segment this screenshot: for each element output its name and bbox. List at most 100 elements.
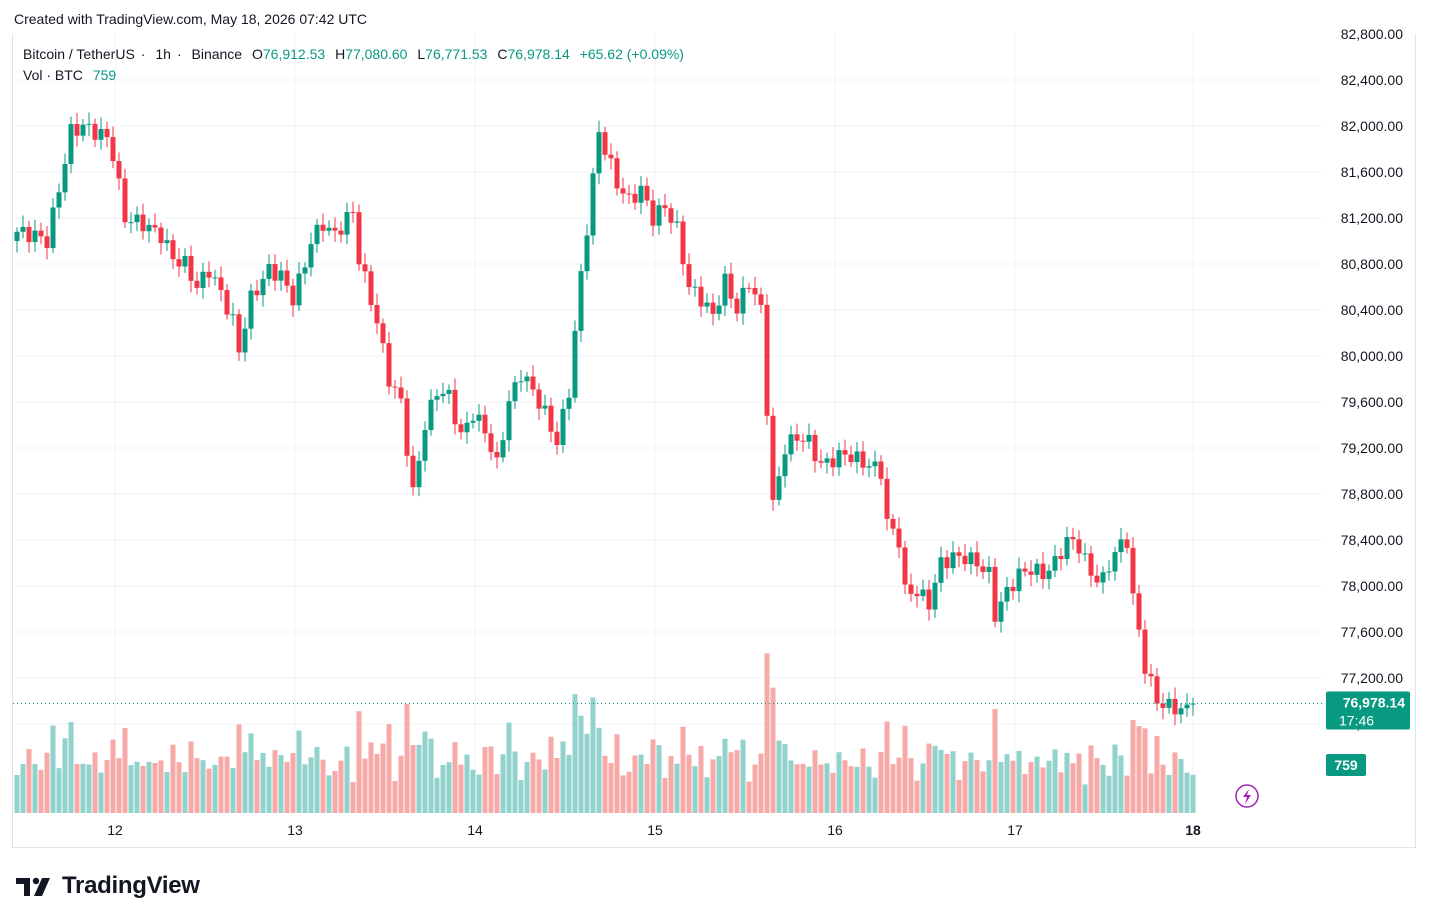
candle-body[interactable]: [752, 288, 758, 295]
candle-body[interactable]: [1064, 537, 1070, 560]
candle-body[interactable]: [110, 137, 116, 162]
candle-body[interactable]: [1172, 698, 1178, 715]
candle-body[interactable]: [1058, 555, 1064, 560]
candle-body[interactable]: [248, 290, 254, 329]
candle-body[interactable]: [896, 528, 902, 548]
candle-body[interactable]: [776, 476, 782, 500]
candle-body[interactable]: [74, 124, 80, 136]
candle-body[interactable]: [422, 430, 428, 461]
candle-body[interactable]: [554, 431, 560, 445]
candle-body[interactable]: [272, 264, 278, 281]
candle-body[interactable]: [662, 205, 668, 209]
candle-body[interactable]: [218, 277, 224, 291]
candle-body[interactable]: [140, 214, 146, 232]
symbol-name[interactable]: Bitcoin / TetherUS: [23, 46, 135, 62]
candle-body[interactable]: [164, 240, 170, 244]
candle-body[interactable]: [392, 386, 398, 388]
candle-body[interactable]: [614, 158, 620, 189]
candle-body[interactable]: [518, 381, 524, 383]
candle-body[interactable]: [350, 212, 356, 214]
candle-body[interactable]: [950, 552, 956, 569]
candle-body[interactable]: [536, 389, 542, 409]
candle-body[interactable]: [626, 193, 632, 195]
candle-body[interactable]: [176, 259, 182, 267]
candle-body[interactable]: [308, 244, 314, 268]
candle-body[interactable]: [92, 123, 98, 140]
candle-body[interactable]: [1040, 563, 1046, 580]
candle-body[interactable]: [866, 466, 872, 468]
candle-body[interactable]: [764, 304, 770, 416]
candle-body[interactable]: [998, 601, 1004, 622]
candle-body[interactable]: [692, 286, 698, 288]
candle-body[interactable]: [428, 399, 434, 431]
candle-body[interactable]: [578, 271, 584, 331]
candle-body[interactable]: [50, 207, 56, 249]
candle-body[interactable]: [134, 214, 140, 223]
candle-body[interactable]: [650, 200, 656, 226]
candle-body[interactable]: [902, 547, 908, 585]
candle-body[interactable]: [38, 230, 44, 237]
candle-body[interactable]: [992, 566, 998, 622]
candle-body[interactable]: [1082, 553, 1088, 555]
candle-body[interactable]: [602, 132, 608, 155]
candle-body[interactable]: [506, 401, 512, 441]
candle-body[interactable]: [608, 154, 614, 159]
candle-body[interactable]: [242, 328, 248, 353]
candle-body[interactable]: [704, 302, 710, 307]
candle-body[interactable]: [794, 434, 800, 441]
candle-body[interactable]: [548, 405, 554, 432]
candle-body[interactable]: [260, 278, 266, 296]
candle-body[interactable]: [1016, 568, 1022, 592]
candle-body[interactable]: [80, 124, 86, 136]
candle-body[interactable]: [266, 264, 272, 279]
candle-body[interactable]: [1088, 553, 1094, 576]
candle-body[interactable]: [104, 128, 110, 138]
candle-body[interactable]: [404, 398, 410, 456]
candle-body[interactable]: [728, 273, 734, 299]
candle-body[interactable]: [1070, 537, 1076, 540]
candle-body[interactable]: [632, 193, 638, 203]
candle-body[interactable]: [938, 557, 944, 583]
candle-body[interactable]: [674, 221, 680, 223]
candle-body[interactable]: [722, 273, 728, 306]
candle-body[interactable]: [1118, 539, 1124, 553]
candle-body[interactable]: [818, 461, 824, 463]
candle-body[interactable]: [848, 454, 854, 463]
candle-body[interactable]: [476, 414, 482, 421]
candle-body[interactable]: [290, 285, 296, 306]
candle-body[interactable]: [842, 450, 848, 455]
candle-body[interactable]: [1004, 586, 1010, 602]
candle-body[interactable]: [152, 224, 158, 228]
candle-body[interactable]: [968, 552, 974, 565]
candle-body[interactable]: [836, 450, 842, 468]
candle-body[interactable]: [326, 227, 332, 231]
candle-body[interactable]: [20, 226, 26, 232]
candle-body[interactable]: [980, 566, 986, 572]
candle-body[interactable]: [302, 267, 308, 274]
candle-body[interactable]: [524, 376, 530, 382]
candle-body[interactable]: [542, 405, 548, 409]
candle-body[interactable]: [1184, 704, 1190, 709]
candle-body[interactable]: [560, 408, 566, 445]
candle-body[interactable]: [362, 264, 368, 272]
candle-body[interactable]: [434, 396, 440, 400]
candle-body[interactable]: [332, 227, 338, 231]
candle-body[interactable]: [686, 264, 692, 288]
candle-body[interactable]: [410, 455, 416, 488]
candle-body[interactable]: [800, 440, 806, 442]
candle-body[interactable]: [446, 389, 452, 394]
candle-body[interactable]: [1034, 563, 1040, 575]
candle-body[interactable]: [1160, 703, 1166, 708]
candle-body[interactable]: [488, 433, 494, 452]
candle-body[interactable]: [26, 226, 32, 243]
candle-body[interactable]: [872, 461, 878, 467]
candle-body[interactable]: [1046, 570, 1052, 580]
candle-body[interactable]: [596, 132, 602, 174]
candle-body[interactable]: [1136, 593, 1142, 630]
candle-body[interactable]: [230, 314, 236, 316]
tradingview-logo[interactable]: TradingView: [16, 872, 200, 900]
candle-body[interactable]: [344, 212, 350, 235]
candle-body[interactable]: [224, 290, 230, 315]
candle-body[interactable]: [284, 270, 290, 286]
candle-body[interactable]: [452, 389, 458, 425]
